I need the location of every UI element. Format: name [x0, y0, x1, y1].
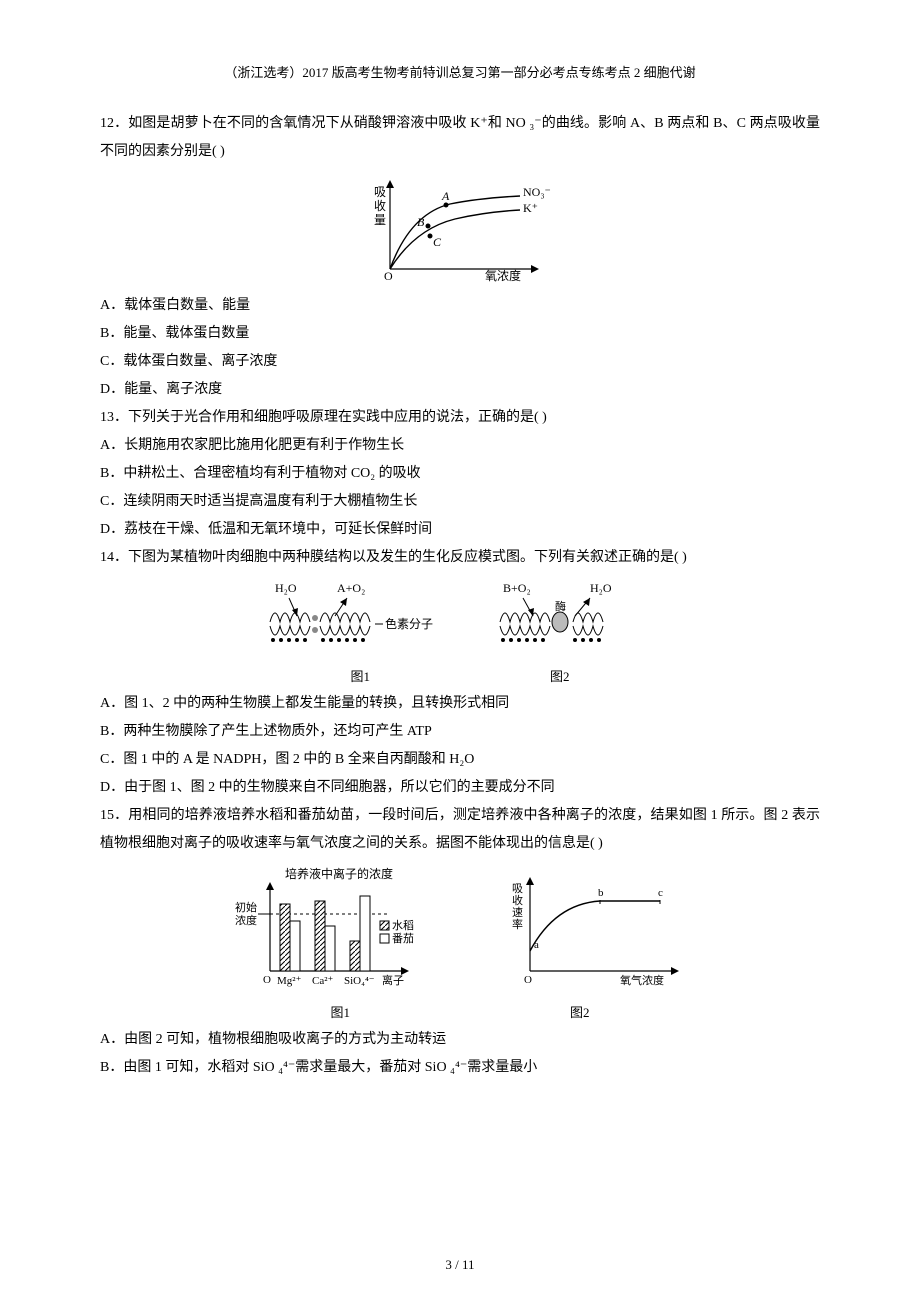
q14-fig1: H₂O A+O₂ 色素分子 [265, 580, 435, 660]
q15-figures: 培养液中离子的浓度 初始 浓度 水稻 番茄 O Mg²⁺ Ca²⁺ [100, 866, 820, 996]
svg-text:b: b [598, 887, 604, 899]
svg-text:K⁺: K⁺ [523, 201, 538, 215]
svg-text:收: 收 [512, 893, 523, 907]
q15-fig-labels: 图1 图2 [100, 1000, 820, 1026]
svg-text:水稻: 水稻 [392, 919, 414, 932]
q14-optD: D．由于图 1、图 2 中的生物膜来自不同细胞器，所以它们的主要成分不同 [100, 774, 820, 802]
svg-text:B: B [417, 215, 425, 229]
svg-text:速: 速 [512, 906, 523, 919]
svg-text:初始: 初始 [235, 900, 257, 914]
q14-optB: B．两种生物膜除了产生上述物质外，还均可产生 ATP [100, 718, 820, 746]
svg-text:氧气浓度: 氧气浓度 [620, 973, 664, 987]
svg-text:番茄: 番茄 [392, 931, 414, 945]
q14-figures: H₂O A+O₂ 色素分子 B+O₂ H₂O [100, 580, 820, 660]
q14-optA: A．图 1、2 中的两种生物膜上都发生能量的转换，且转换形式相同 [100, 690, 820, 718]
q13-optB: B．中耕松土、合理密植均有利于植物对 CO₂ 的吸收 [100, 460, 820, 488]
svg-text:色素分子: 色素分子 [385, 617, 433, 631]
svg-text:O: O [263, 974, 271, 986]
svg-text:c: c [658, 887, 663, 899]
svg-text:培养液中离子的浓度: 培养液中离子的浓度 [285, 866, 393, 881]
svg-text:Ca²⁺: Ca²⁺ [312, 975, 334, 987]
svg-text:SiO₄⁴⁻: SiO₄⁴⁻ [344, 975, 375, 987]
q15-fig1: 培养液中离子的浓度 初始 浓度 水稻 番茄 O Mg²⁺ Ca²⁺ [230, 866, 440, 996]
svg-text:吸: 吸 [374, 185, 386, 199]
page-number: 3 / 11 [0, 1252, 920, 1278]
svg-text:NO₃⁻: NO₃⁻ [523, 185, 551, 199]
q12-optC: C．载体蛋白数量、离子浓度 [100, 348, 820, 376]
svg-text:H₂O: H₂O [275, 581, 297, 595]
q13-stem: 13．下列关于光合作用和细胞呼吸原理在实践中应用的说法，正确的是( ) [100, 404, 820, 432]
q15-stem: 15．用相同的培养液培养水稻和番茄幼苗，一段时间后，测定培养液中各种离子的浓度，… [100, 802, 820, 858]
svg-text:O: O [524, 974, 532, 986]
q15-optB: B．由图 1 可知，水稻对 SiO ₄⁴⁻需求量最大，番茄对 SiO ₄⁴⁻需求… [100, 1054, 820, 1082]
svg-text:a: a [534, 939, 539, 951]
svg-text:Mg²⁺: Mg²⁺ [277, 975, 302, 987]
q12-optB: B．能量、载体蛋白数量 [100, 320, 820, 348]
svg-text:离子: 离子 [382, 973, 404, 987]
q14-fig2: B+O₂ H₂O 酶 [495, 580, 655, 660]
q14-optC: C．图 1 中的 A 是 NADPH，图 2 中的 B 全来自丙酮酸和 H₂O [100, 746, 820, 774]
svg-text:率: 率 [512, 917, 523, 931]
svg-text:氧浓度: 氧浓度 [485, 268, 521, 283]
svg-text:吸: 吸 [512, 883, 523, 895]
q12-optA: A．载体蛋白数量、能量 [100, 292, 820, 320]
q12-figure: 吸 收 量 O 氧浓度 NO₃⁻ K⁺ A B C [100, 174, 820, 284]
q15-fig2: 吸 收 速 率 O 氧气浓度 a b c [500, 866, 690, 996]
page-header: （浙江选考）2017 版高考生物考前特训总复习第一部分必考点专练考点 2 细胞代… [100, 60, 820, 86]
q13-optA: A．长期施用农家肥比施用化肥更有利于作物生长 [100, 432, 820, 460]
q12-stem: 12．如图是胡萝卜在不同的含氧情况下从硝酸钾溶液中吸收 K⁺和 NO ₃⁻的曲线… [100, 110, 820, 166]
q12-optD: D．能量、离子浓度 [100, 376, 820, 404]
svg-text:酶: 酶 [555, 600, 566, 613]
svg-text:量: 量 [374, 213, 386, 227]
svg-text:H₂O: H₂O [590, 581, 612, 595]
origin-label: O [384, 269, 393, 283]
q14-stem: 14．下图为某植物叶肉细胞中两种膜结构以及发生的生化反应模式图。下列有关叙述正确… [100, 544, 820, 572]
svg-text:收: 收 [374, 199, 386, 213]
q15-optA: A．由图 2 可知，植物根细胞吸收离子的方式为主动转运 [100, 1026, 820, 1054]
svg-text:浓度: 浓度 [235, 913, 257, 927]
svg-text:C: C [433, 235, 442, 249]
svg-text:B+O₂: B+O₂ [503, 581, 531, 595]
q14-fig-labels: 图1 图2 [100, 664, 820, 690]
svg-text:A: A [441, 189, 450, 203]
q13-optC: C．连续阴雨天时适当提高温度有利于大棚植物生长 [100, 488, 820, 516]
svg-text:A+O₂: A+O₂ [337, 581, 365, 595]
q13-optD: D．荔枝在干燥、低温和无氧环境中，可延长保鲜时间 [100, 516, 820, 544]
